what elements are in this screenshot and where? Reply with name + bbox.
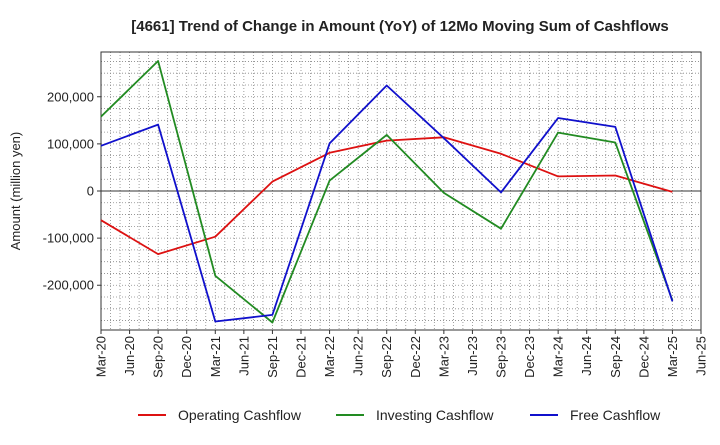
x-tick-label: Jun-20 bbox=[122, 336, 137, 376]
x-tick-label: Jun-22 bbox=[351, 336, 366, 376]
x-tick-label: Dec-24 bbox=[636, 336, 651, 378]
legend-label-operating-cashflow: Operating Cashflow bbox=[178, 407, 302, 423]
legend-label-investing-cashflow: Investing Cashflow bbox=[376, 407, 494, 423]
y-tick-label: -100,000 bbox=[43, 231, 94, 246]
x-tick-label: Dec-22 bbox=[408, 336, 423, 378]
x-tick-label: Sep-24 bbox=[608, 336, 623, 378]
x-tick-label: Mar-24 bbox=[551, 336, 566, 377]
x-tick-label: Mar-25 bbox=[665, 336, 680, 377]
y-tick-label: 0 bbox=[87, 184, 94, 199]
x-tick-label: Dec-20 bbox=[179, 336, 194, 378]
x-tick-label: Mar-20 bbox=[94, 336, 109, 377]
x-tick-label: Sep-21 bbox=[265, 336, 280, 378]
y-axis-label: Amount (million yen) bbox=[8, 132, 23, 251]
x-tick-label: Jun-24 bbox=[579, 336, 594, 376]
series-line-operating-cashflow bbox=[100, 136, 673, 256]
x-tick-label: Jun-21 bbox=[236, 336, 251, 376]
legend: Operating Cashflow Investing Cashflow Free… bbox=[138, 407, 661, 423]
y-tick-label: 200,000 bbox=[47, 89, 94, 104]
series-line-free-cashflow bbox=[100, 84, 674, 323]
x-tick-label: Mar-21 bbox=[208, 336, 223, 377]
x-tick-label: Sep-22 bbox=[379, 336, 394, 378]
x-tick-label: Sep-23 bbox=[494, 336, 509, 378]
x-tick-label: Mar-22 bbox=[322, 336, 337, 377]
x-tick-label: Mar-23 bbox=[436, 336, 451, 377]
y-tick-label: -200,000 bbox=[43, 278, 94, 293]
y-tick-label: 100,000 bbox=[47, 136, 94, 151]
x-tick-label: Dec-21 bbox=[294, 336, 309, 378]
x-tick-label: Dec-23 bbox=[522, 336, 537, 378]
x-tick-label: Jun-25 bbox=[694, 336, 709, 376]
series-line-investing-cashflow bbox=[100, 60, 674, 324]
x-tick-label: Sep-20 bbox=[151, 336, 166, 378]
legend-label-free-cashflow: Free Cashflow bbox=[570, 407, 661, 423]
chart-title: [4661] Trend of Change in Amount (YoY) o… bbox=[131, 18, 669, 35]
x-tick-label: Jun-23 bbox=[465, 336, 480, 376]
plot-area: -200,000 -100,000 0 100,000 200,000 Mar-20 Jun… bbox=[43, 51, 709, 378]
